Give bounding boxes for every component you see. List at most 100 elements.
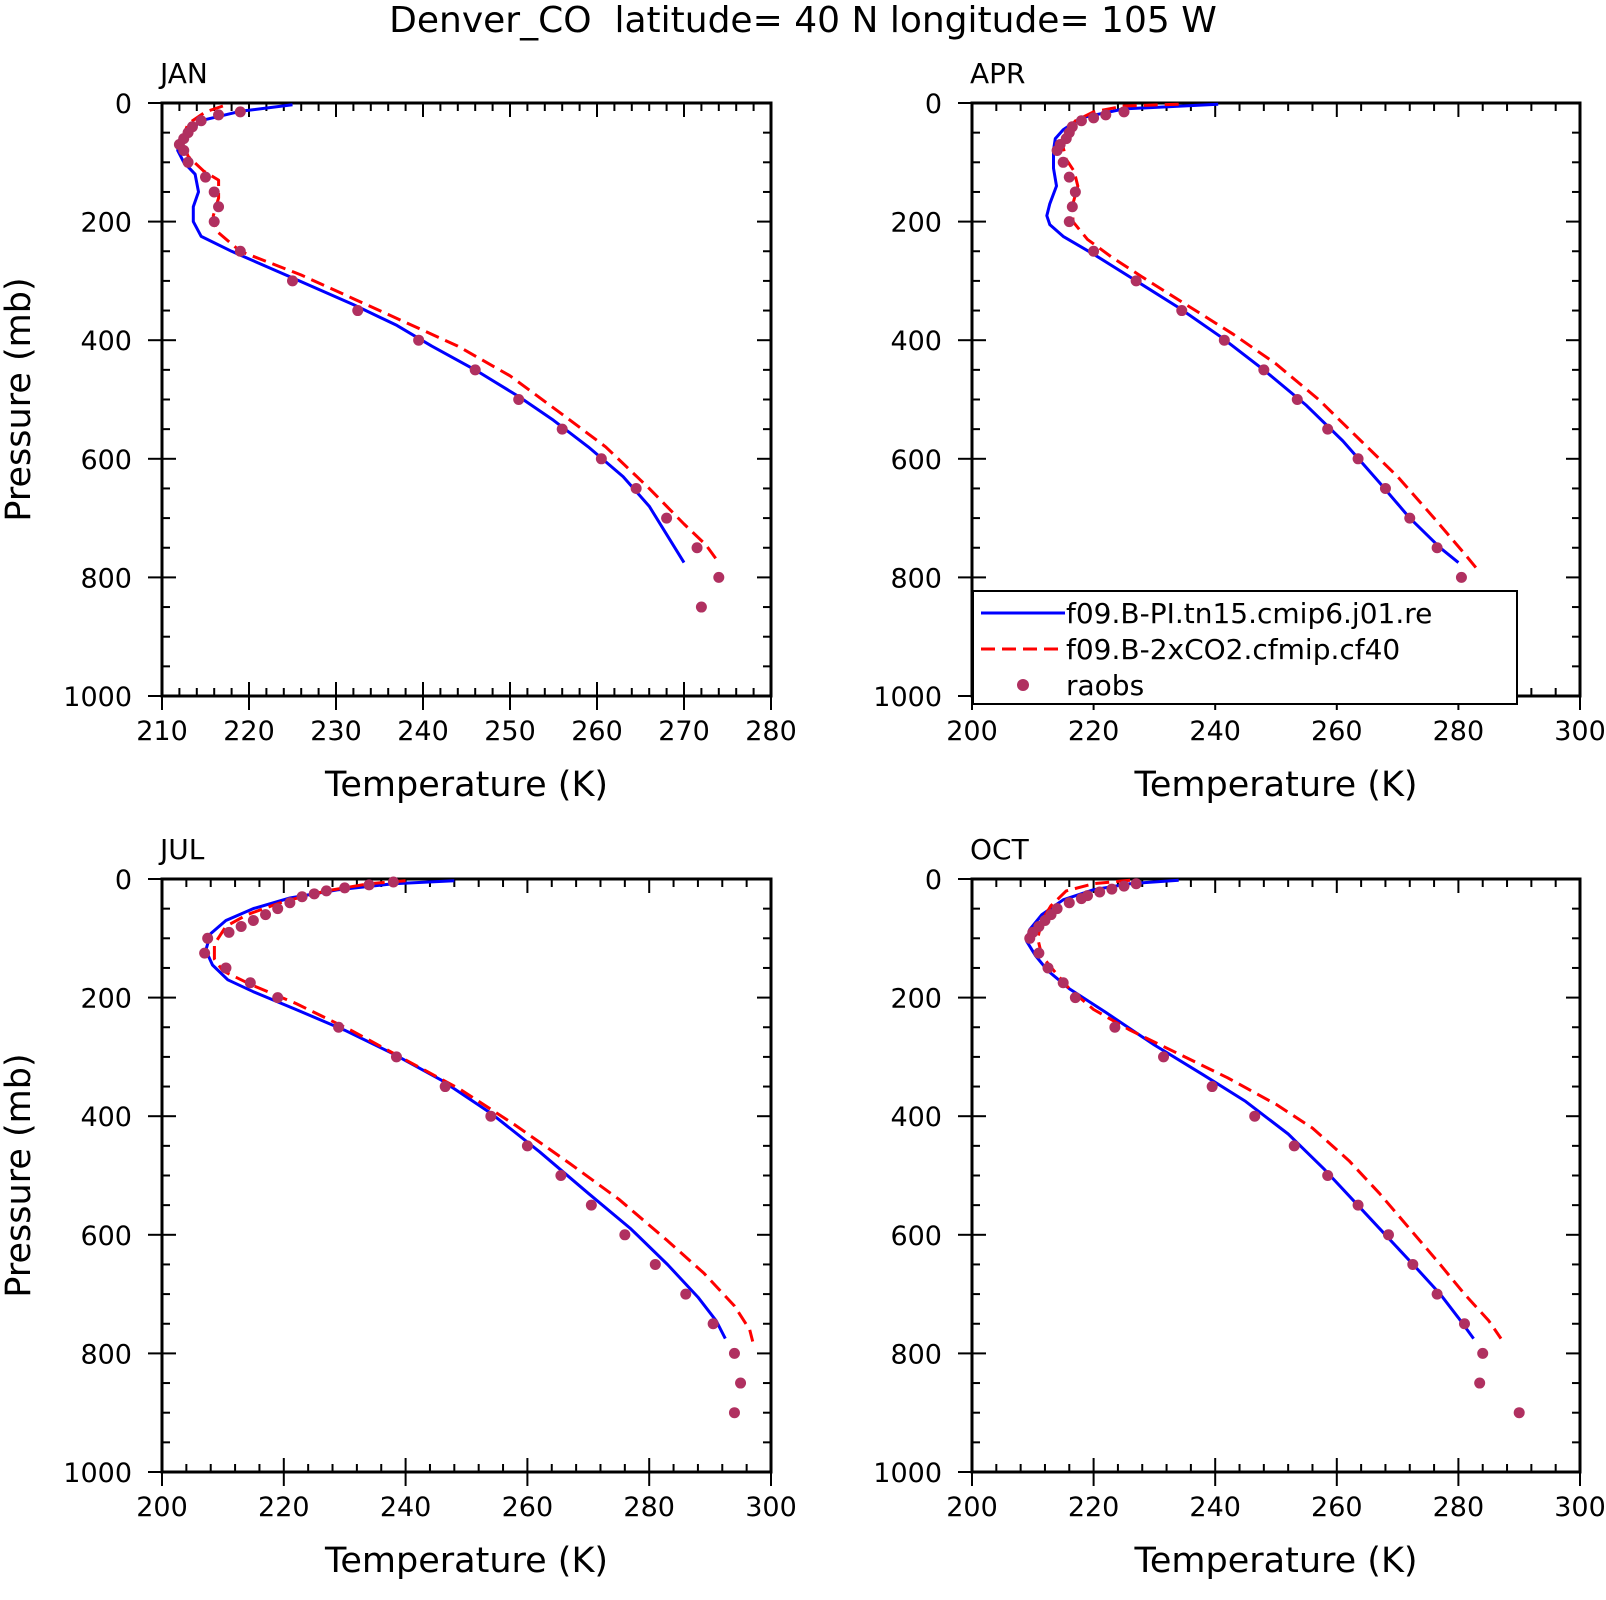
raobs-point <box>1130 878 1142 890</box>
legend-entry-f09-b-pi-tn15-cmip6-j01-re: f09.B-PI.tn15.cmip6.j01.re <box>981 597 1432 630</box>
raobs-point <box>387 876 399 888</box>
legend-label: raobs <box>1066 669 1144 702</box>
raobs-point <box>1379 482 1391 494</box>
raobs-point <box>556 423 568 435</box>
x-tick-label: 260 <box>502 1492 554 1523</box>
y-tick-label: 0 <box>115 89 132 120</box>
raobs-point <box>1158 1051 1170 1063</box>
raobs-point <box>220 962 232 974</box>
x-tick-label: 240 <box>1189 1492 1241 1523</box>
raobs-point <box>619 1229 631 1241</box>
f09-b-pi-tn15-cmip6-j01-re-series-line <box>1025 878 1475 1340</box>
legend-label: f09.B-2xCO2.cfmip.cf40 <box>1066 633 1400 666</box>
raobs-point <box>296 891 308 903</box>
raobs-point <box>1042 962 1054 974</box>
y-tick-label: 200 <box>80 984 132 1015</box>
panel-jul: 200 220 240 260 280 300 0 200 400 600 800 1000 JUL Te… <box>0 833 797 1581</box>
raobs-point <box>439 1081 451 1093</box>
raobs-point <box>661 512 673 524</box>
raobs-point <box>333 1021 345 1033</box>
y-tick-label: 600 <box>890 445 942 476</box>
x-tick-label: 270 <box>658 716 710 747</box>
raobs-point <box>469 364 481 376</box>
x-axis-label: Temperature (K) <box>1133 1541 1417 1581</box>
raobs-point <box>308 888 320 900</box>
x-tick-label: 280 <box>623 1492 675 1523</box>
y-tick-label: 1000 <box>63 1458 132 1489</box>
f09-b-2xco2-cfmip-cf40-series-line <box>1036 878 1503 1340</box>
raobs-point <box>585 1199 597 1211</box>
y-tick-label: 400 <box>80 326 132 357</box>
x-tick-label: 260 <box>1311 1492 1363 1523</box>
raobs-point <box>1100 109 1112 121</box>
raobs-point <box>695 601 707 613</box>
legend: f09.B-PI.tn15.cmip6.j01.ref09.B-2xCO2.cf… <box>972 590 1518 705</box>
raobs-point <box>1513 1407 1525 1419</box>
f09-b-2xco2-cfmip-cf40-series-line <box>212 879 755 1342</box>
raobs-point <box>630 482 642 494</box>
raobs-point <box>707 1318 719 1330</box>
raobs-point <box>1118 106 1130 118</box>
x-tick-label: 240 <box>380 1492 432 1523</box>
x-tick-label: 220 <box>1068 716 1120 747</box>
x-tick-label: 240 <box>1189 716 1241 747</box>
raobs-point <box>521 1140 533 1152</box>
legend-box <box>972 590 1518 705</box>
raobs-point <box>213 109 225 121</box>
raobs-point <box>1109 1021 1121 1033</box>
y-tick-label: 200 <box>890 984 942 1015</box>
raobs-point <box>1069 992 1081 1004</box>
x-tick-label: 240 <box>397 716 449 747</box>
raobs-series <box>1024 878 1525 1419</box>
raobs-point <box>199 947 211 959</box>
raobs-point <box>1206 1081 1218 1093</box>
x-tick-label: 280 <box>745 716 797 747</box>
y-tick-label: 1000 <box>63 682 132 713</box>
x-tick-label: 230 <box>310 716 362 747</box>
y-tick-label: 800 <box>890 563 942 594</box>
x-tick-label: 300 <box>1554 1492 1606 1523</box>
raobs-point <box>200 171 211 183</box>
legend-entry-f09-b-2xco2-cfmip-cf40: f09.B-2xCO2.cfmip.cf40 <box>981 633 1400 666</box>
raobs-point <box>1075 893 1087 905</box>
raobs-point <box>287 275 298 287</box>
x-tick-label: 260 <box>1311 716 1363 747</box>
raobs-point <box>1382 1229 1394 1241</box>
raobs-point <box>1291 394 1303 405</box>
x-axis-label: Temperature (K) <box>324 765 608 805</box>
raobs-point <box>202 932 214 944</box>
raobs-point <box>234 106 246 118</box>
raobs-point <box>1088 245 1100 257</box>
raobs-point <box>363 879 375 891</box>
raobs-point <box>1404 512 1416 524</box>
y-tick-label: 200 <box>80 208 132 239</box>
raobs-series <box>199 876 747 1419</box>
raobs-point <box>284 897 296 909</box>
raobs-point <box>352 305 364 317</box>
x-tick-label: 200 <box>946 1492 998 1523</box>
raobs-point <box>1258 364 1270 376</box>
raobs-point <box>1033 947 1045 959</box>
raobs-point <box>1477 1347 1489 1359</box>
raobs-point <box>1431 1288 1443 1300</box>
y-tick-label: 0 <box>115 865 132 896</box>
raobs-point <box>1088 112 1100 124</box>
raobs-point <box>1249 1110 1261 1122</box>
x-tick-label: 220 <box>1068 1492 1120 1523</box>
raobs-point <box>320 885 332 897</box>
raobs-point <box>513 394 525 405</box>
raobs-point <box>1075 115 1087 127</box>
raobs-point <box>1066 201 1078 213</box>
x-tick-label: 250 <box>484 716 536 747</box>
panel-jan: 210 220 230 240 250 260 270 280 0 200 400 600 800 100… <box>0 57 797 805</box>
f09-b-pi-tn15-cmip6-j01-re-series-line <box>1045 102 1460 564</box>
plot-frame <box>970 877 1582 1474</box>
y-tick-label: 600 <box>80 445 132 476</box>
y-axis-label: Pressure (mb) <box>0 277 39 521</box>
raobs-point <box>728 1407 740 1419</box>
raobs-point <box>1063 897 1075 909</box>
plot-frame <box>160 101 773 698</box>
y-tick-label: 600 <box>890 1221 942 1252</box>
plot-frame <box>160 877 773 1474</box>
